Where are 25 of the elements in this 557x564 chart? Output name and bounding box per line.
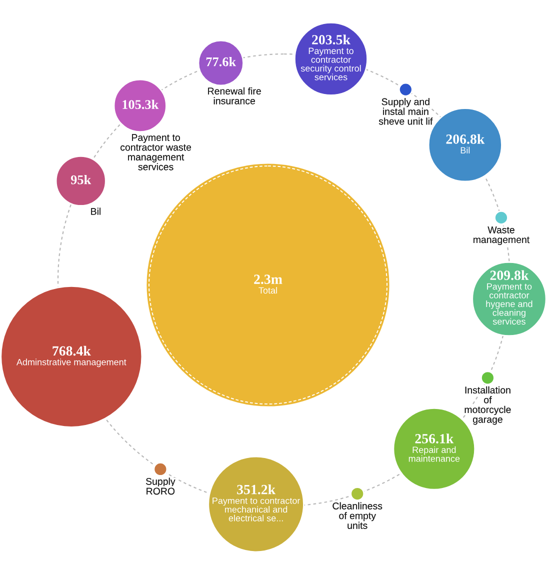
data-label: 206.8k — [446, 134, 485, 144]
category-label: Payment to contractor waste management services — [120, 134, 192, 170]
category-label: Supply and instal main sheve unit lif — [378, 98, 433, 125]
category-label: Renewal fire insurance — [208, 87, 261, 104]
data-label: 209.8k — [490, 270, 529, 280]
category-label: Repair and maintenance — [408, 446, 460, 462]
category-label: Waste management — [474, 226, 530, 246]
category-label: Payment to contractor security control services — [300, 48, 361, 80]
category-label: Bil — [91, 208, 100, 215]
category-label: Adminstrative management — [16, 358, 126, 368]
category-label: Installation of motorcycle garage — [464, 386, 511, 425]
data-label: 256.1k — [415, 434, 454, 444]
data-label: 77.6k — [206, 57, 236, 66]
category-label: Total — [258, 287, 277, 294]
category-label: Bil — [460, 146, 470, 154]
category-label: Payment to contractor mechanical and electrical se... — [212, 498, 300, 522]
category-label: Cleanliness of empty units — [332, 502, 382, 529]
data-label: 203.5k — [312, 34, 350, 44]
data-label: 105.3k — [122, 100, 159, 110]
category-label: Supply RORO — [146, 478, 176, 495]
data-label: 351.2k — [237, 484, 276, 494]
data-label: 768.4k — [52, 346, 91, 356]
data-label: 95k — [70, 174, 92, 184]
category-label: Payment to contractor hygene and cleaning services — [486, 283, 532, 325]
data-label: 2.3m — [254, 274, 282, 284]
